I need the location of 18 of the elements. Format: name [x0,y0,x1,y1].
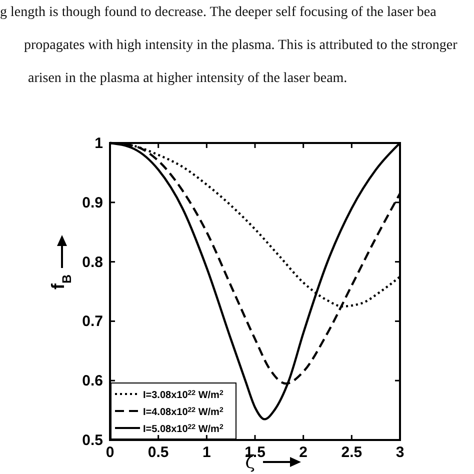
y-tick-label: 0.9 [82,194,103,212]
legend-label: I=4.08x10$^{22}$ W/m$^{2}$ [143,406,224,418]
y-tick-label: 0.7 [82,313,103,330]
x-tick-label: 2 [299,444,308,461]
text: propagates with high intensity in the plasma. This is attributed to the stronger [24,38,458,53]
y-tick-label: 1 [94,135,103,152]
legend-label: I=5.08x10$^{22}$ W/m$^{2}$ [143,424,224,435]
x-tick-label: 1 [202,444,211,461]
text: arisen in the plasma at higher intensity of the laser beam. [28,71,348,86]
y-tick-label: 0.6 [82,372,103,390]
x-tick-label: 3 [396,444,404,461]
x-tick-label: 0.5 [148,444,169,461]
text: g length is though found to decrease. The deeper self focusing of the laser bea [0,5,438,20]
x-tick-label: 0 [106,444,114,461]
y-tick-label: 0.8 [82,254,103,271]
x-tick-label: 2.5 [341,444,362,461]
legend-label: I=3.08x10$^{22}$ W/m$^{2}$ [143,390,224,401]
y-tick-label: 0.5 [82,432,103,449]
